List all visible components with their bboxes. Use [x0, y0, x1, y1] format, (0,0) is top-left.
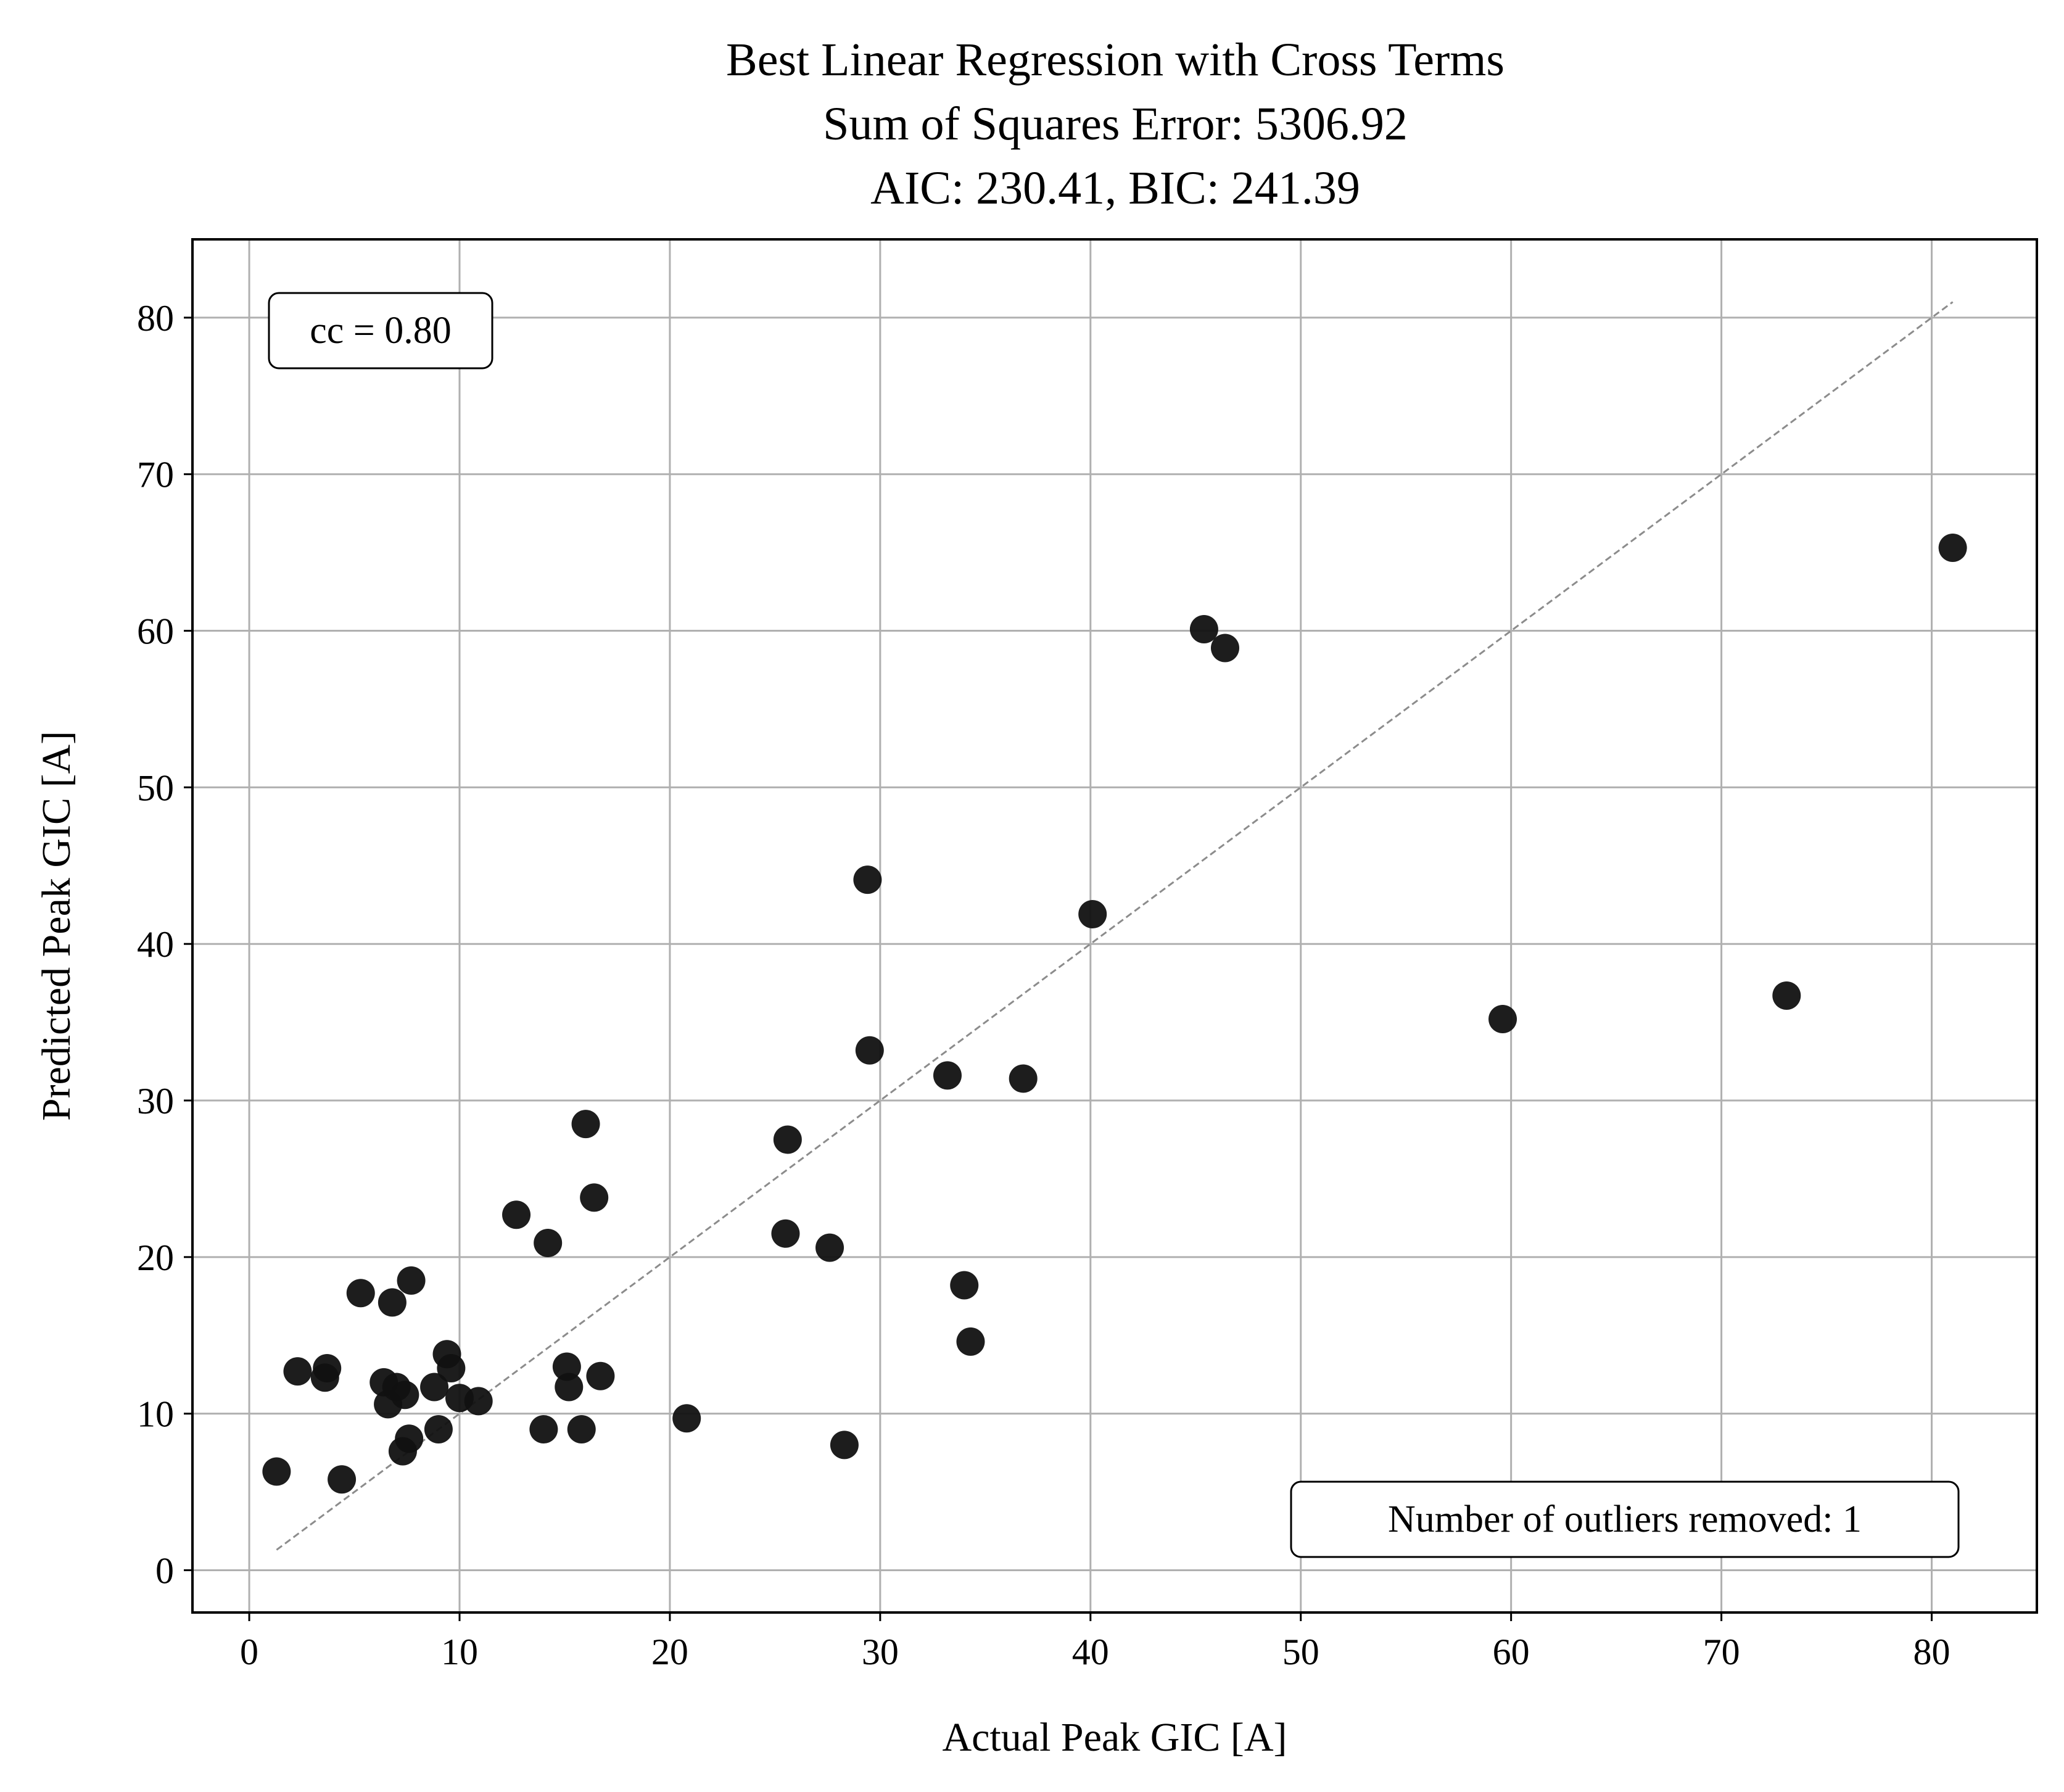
data-point: [529, 1415, 558, 1444]
x-axis-ticks: 0 10 20 30 40 50 60 70 80: [240, 1612, 1950, 1672]
data-point: [1938, 534, 1967, 563]
y-axis-label: Predicted Peak GIC [A]: [34, 731, 79, 1121]
x-tick-label: 20: [651, 1632, 688, 1672]
identity-reference-line: [276, 301, 1954, 1551]
x-tick-label: 80: [1913, 1632, 1950, 1672]
data-point: [853, 865, 882, 894]
data-point: [346, 1279, 375, 1308]
data-point: [771, 1219, 800, 1248]
data-point: [950, 1271, 979, 1300]
data-points: [262, 534, 1967, 1494]
x-axis-label: Actual Peak GIC [A]: [942, 1715, 1287, 1760]
data-point: [262, 1457, 291, 1486]
correlation-text: cc = 0.80: [310, 310, 452, 352]
data-point: [580, 1183, 609, 1212]
outliers-annotation: Number of outliers removed: 1: [1290, 1480, 1960, 1558]
data-point: [855, 1036, 884, 1065]
x-tick-label: 40: [1072, 1632, 1109, 1672]
y-tick-label: 80: [137, 298, 174, 339]
data-point: [1210, 634, 1239, 663]
x-tick-label: 10: [441, 1632, 478, 1672]
outliers-text: Number of outliers removed: 1: [1388, 1498, 1862, 1540]
title-line-2: Sum of Squares Error: 5306.92: [823, 98, 1408, 150]
plot-frame: [191, 238, 2038, 1614]
data-point: [328, 1465, 357, 1494]
data-point: [567, 1415, 596, 1444]
data-point: [420, 1373, 449, 1402]
y-tick-label: 60: [137, 611, 174, 652]
y-tick-label: 20: [137, 1237, 174, 1278]
data-point: [1488, 1005, 1517, 1034]
data-point: [571, 1110, 600, 1139]
data-point: [1772, 981, 1801, 1010]
data-point: [586, 1361, 615, 1390]
data-point: [283, 1357, 312, 1386]
title-line-1: Best Linear Regression with Cross Terms: [726, 34, 1505, 86]
x-tick-label: 60: [1493, 1632, 1530, 1672]
x-tick-label: 30: [862, 1632, 899, 1672]
chart-title: Best Linear Regression with Cross Terms …: [726, 34, 1505, 214]
y-tick-label: 70: [137, 455, 174, 495]
data-point: [313, 1354, 342, 1383]
x-tick-label: 50: [1282, 1632, 1319, 1672]
data-point: [437, 1354, 466, 1383]
y-axis-ticks: 0 10 20 30 40 50 60 70 80: [137, 298, 192, 1591]
data-point: [933, 1061, 962, 1090]
y-tick-label: 50: [137, 767, 174, 808]
data-point: [830, 1431, 859, 1460]
x-tick-label: 0: [240, 1632, 258, 1672]
data-point: [773, 1125, 802, 1154]
correlation-box: [268, 292, 493, 370]
y-tick-label: 0: [155, 1550, 174, 1591]
data-point: [1009, 1064, 1038, 1093]
data-point: [395, 1424, 424, 1453]
data-point: [502, 1200, 531, 1229]
data-point: [956, 1327, 985, 1356]
data-point: [815, 1233, 844, 1262]
grid-lines: [192, 239, 2037, 1612]
data-point: [1078, 899, 1107, 928]
x-tick-label: 70: [1703, 1632, 1740, 1672]
correlation-annotation: cc = 0.80: [268, 292, 493, 370]
plot-area: [191, 238, 2038, 1614]
title-line-3: AIC: 230.41, BIC: 241.39: [870, 162, 1360, 214]
outliers-box: [1290, 1480, 1960, 1558]
y-tick-label: 10: [137, 1394, 174, 1435]
data-point: [397, 1266, 426, 1295]
data-point: [672, 1404, 701, 1433]
data-point: [1189, 615, 1218, 644]
y-tick-label: 30: [137, 1081, 174, 1121]
data-point: [424, 1415, 453, 1444]
data-point: [534, 1228, 563, 1257]
data-point: [378, 1288, 407, 1317]
data-point: [390, 1381, 419, 1410]
data-point: [555, 1373, 584, 1402]
y-tick-label: 40: [137, 924, 174, 965]
data-point: [464, 1387, 493, 1416]
